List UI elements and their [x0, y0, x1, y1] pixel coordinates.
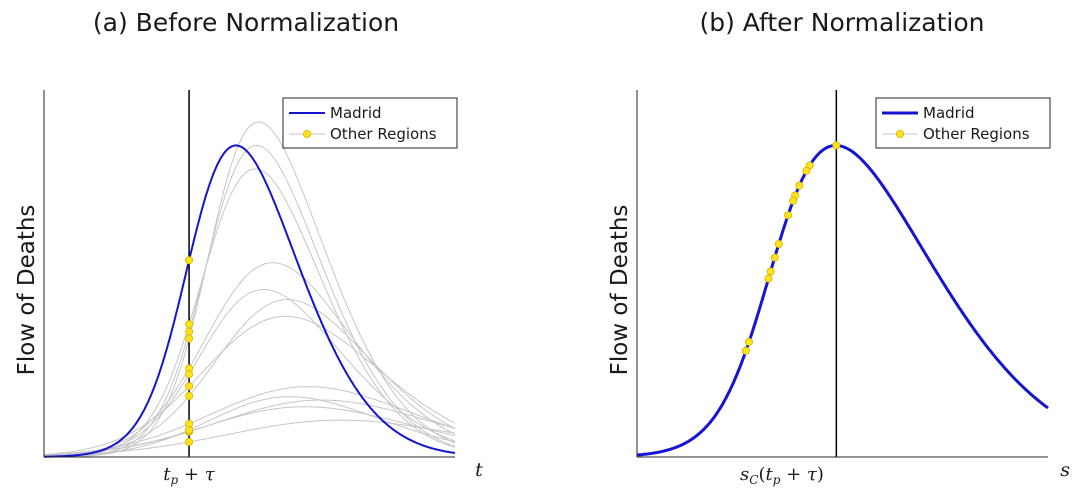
marker-b-9	[770, 253, 779, 262]
series-other-region-6	[44, 315, 456, 456]
marker-b-4	[795, 181, 804, 190]
legend-madrid-label-b: Madrid	[923, 104, 975, 122]
marker-a-5	[185, 391, 194, 400]
xlabel-b: s	[1060, 459, 1070, 481]
xtick-a: tp + τ	[163, 464, 215, 487]
marker-a-3	[185, 320, 194, 329]
series-other-region-7	[43, 289, 456, 457]
series-other-region-8	[43, 386, 456, 456]
series-other-region-4	[44, 262, 456, 457]
marker-b-10	[766, 267, 775, 276]
title-b: (b) After Normalization	[699, 8, 984, 37]
legend-others-label-a: Other Regions	[330, 125, 437, 143]
legend-b: Madrid Other Regions	[875, 97, 1051, 149]
marker-a-12	[185, 425, 194, 434]
legend-madrid-label-a: Madrid	[330, 104, 382, 122]
axes-a	[43, 90, 455, 458]
series-other-region-10	[43, 406, 456, 456]
series-other-region-5	[44, 299, 456, 457]
marker-b-8	[774, 239, 783, 248]
marker-b-11	[764, 274, 773, 283]
marker-a-11	[185, 437, 194, 446]
plot-area-a	[43, 90, 456, 458]
legend-others-marker-a	[302, 129, 311, 138]
marker-b-13	[741, 346, 750, 355]
marker-b-1	[832, 141, 841, 150]
series-other-region-1	[44, 121, 456, 458]
marker-a-13	[185, 256, 194, 265]
series-other-region-2	[43, 144, 456, 458]
series-madrid-a	[44, 144, 456, 458]
legend-others-label-b: Other Regions	[923, 125, 1030, 143]
marker-a-1	[185, 334, 194, 343]
series-madrid-b	[636, 143, 1049, 457]
ylabel-a: Flow of Deaths	[14, 205, 40, 376]
series-other-region-12	[44, 396, 456, 457]
marker-b-7	[784, 211, 793, 220]
legend-others-marker-b	[896, 129, 905, 138]
marker-b-12	[745, 337, 754, 346]
xtick-b: sC(tp + τ)	[740, 464, 824, 487]
axes-b	[636, 90, 1048, 458]
legend-box-b	[875, 97, 1051, 149]
marker-a-7	[185, 370, 194, 379]
marker-a-2	[185, 327, 194, 336]
marker-b-3	[802, 166, 811, 175]
marker-b-6	[789, 196, 798, 205]
xlabel-a: t	[475, 459, 483, 481]
title-a: (a) Before Normalization	[93, 8, 399, 37]
ylabel-b: Flow of Deaths	[607, 205, 633, 376]
plot-area-b	[636, 90, 1049, 457]
legend-box-a	[282, 97, 458, 149]
marker-a-6	[185, 382, 194, 391]
legend-a: Madrid Other Regions	[282, 97, 458, 149]
